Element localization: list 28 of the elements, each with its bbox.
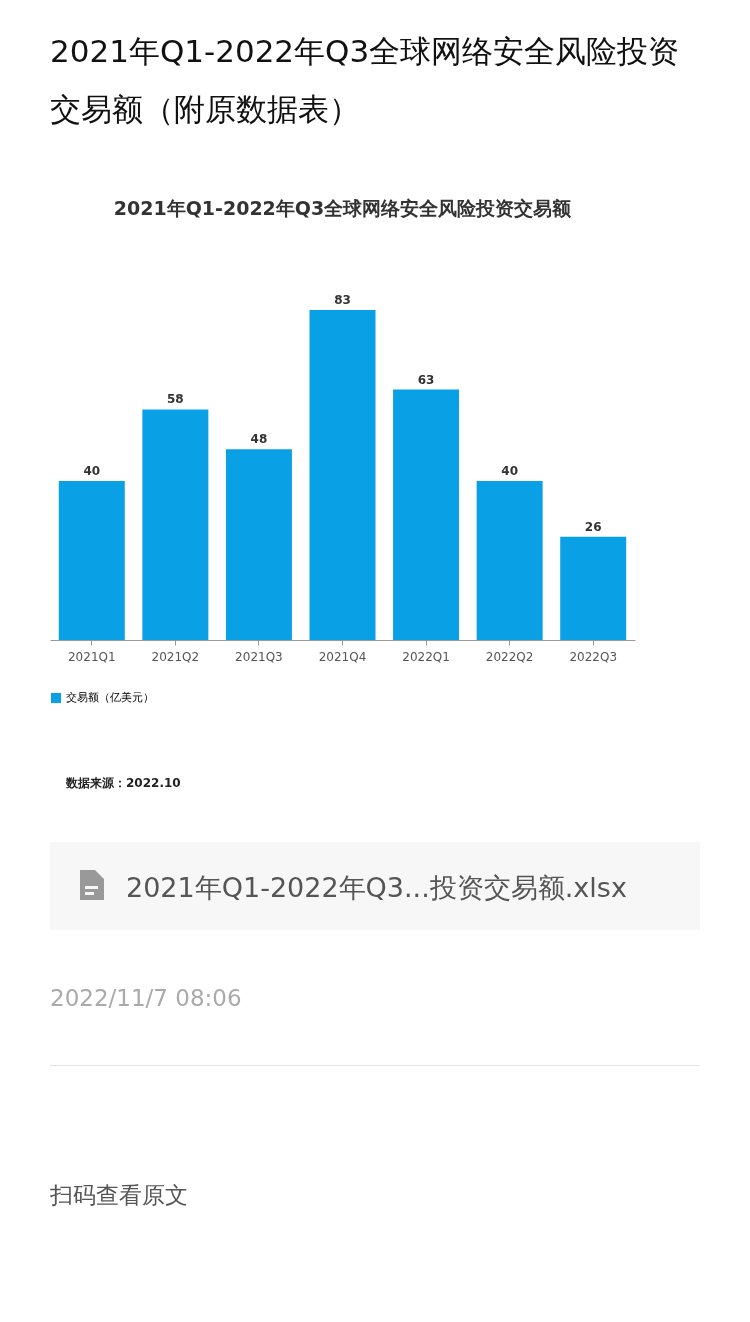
text: 扫码查看原文 bbox=[50, 1181, 188, 1210]
text: 2022/11/7 08:06 bbox=[50, 985, 242, 1011]
chart-subtitle: 2021年Q1-2022年Q3全球网络安全风险投资交易额 bbox=[113, 197, 573, 219]
x-tick-label: 2022Q2 bbox=[485, 649, 534, 664]
data-label: 40 bbox=[83, 463, 101, 478]
data-label: 48 bbox=[250, 432, 268, 447]
x-tick-label: 2022Q3 bbox=[569, 649, 618, 664]
legend-label: 交易额（亿美元） bbox=[66, 691, 154, 704]
bar bbox=[560, 536, 627, 640]
bar bbox=[476, 480, 543, 640]
chart-title: 2021年Q1-2022年Q3全球网络安全风险投资交易额（附原数据表） bbox=[50, 32, 681, 129]
data-label: 58 bbox=[167, 392, 184, 407]
x-tick-label: 2021Q3 bbox=[235, 649, 283, 664]
x-tick-label: 2021Q4 bbox=[318, 649, 367, 664]
bar bbox=[58, 480, 125, 640]
x-tick-label: 2022Q1 bbox=[402, 649, 450, 664]
data-label: 83 bbox=[334, 293, 351, 307]
bar bbox=[225, 449, 292, 640]
x-tick-label: 2021Q1 bbox=[67, 649, 116, 664]
bar bbox=[309, 310, 376, 640]
data-label: 40 bbox=[501, 463, 518, 478]
bar bbox=[393, 389, 460, 640]
bar bbox=[142, 409, 209, 640]
x-tick-label: 2021Q2 bbox=[151, 649, 200, 664]
source-note: 数据来源：2022.10 bbox=[66, 775, 181, 792]
data-label: 26 bbox=[584, 519, 602, 534]
text: 2021年Q1-2022年Q3...投资交易额.xlsx bbox=[126, 871, 627, 905]
data-label: 63 bbox=[417, 372, 435, 387]
